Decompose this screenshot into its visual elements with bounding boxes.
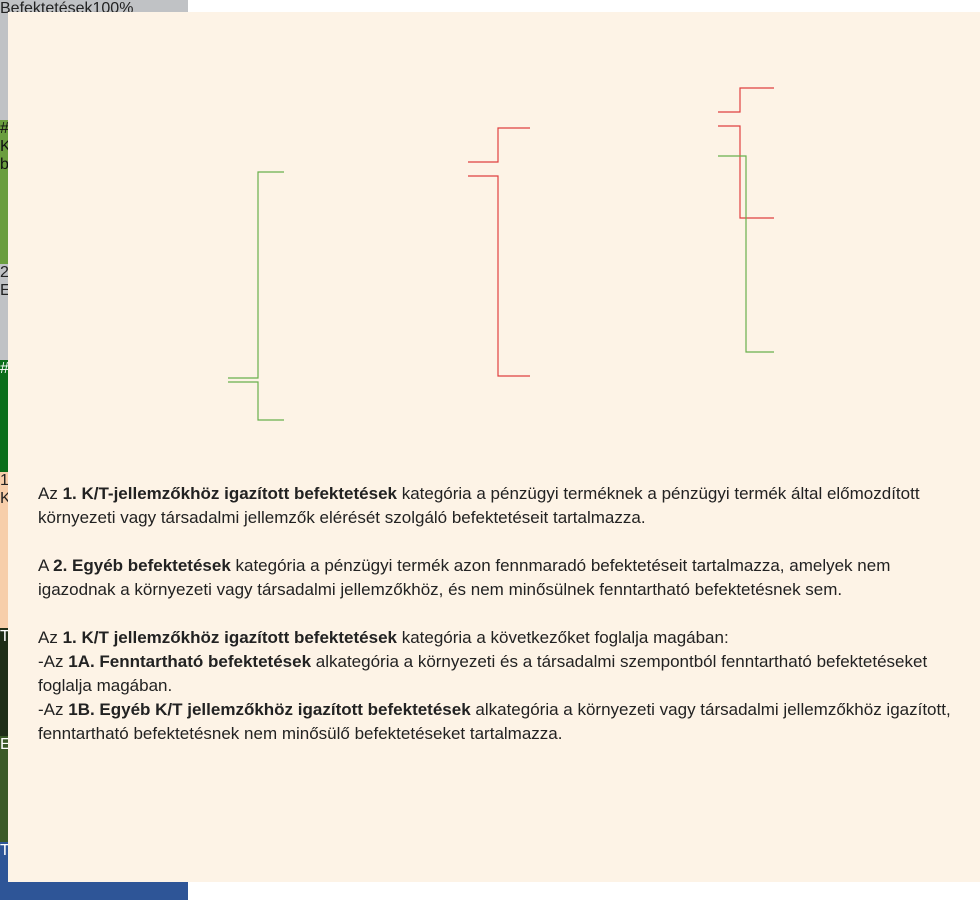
bullet: - (38, 652, 44, 671)
text: kategória a következőket foglalja magába… (396, 628, 729, 647)
panel (8, 12, 980, 882)
bold-text: 1B. Egyéb K/T jellemzőkhöz igazított bef… (68, 700, 471, 719)
connector (718, 155, 774, 353)
text: alkategória a környezeti vagy társadalmi… (38, 700, 951, 743)
connectors (228, 87, 774, 421)
list-item: -Az 1B. Egyéb K/T jellemzőkhöz igazított… (38, 698, 963, 746)
connector (718, 125, 774, 219)
connector (468, 175, 530, 377)
connector (468, 127, 530, 163)
connector (718, 87, 774, 113)
bold-text: 1A. Fenntartható befektetések (68, 652, 312, 671)
text: A (38, 556, 54, 575)
text: alkategória a környezeti és a társadalmi… (38, 652, 928, 695)
list-item: -Az 1A. Fenntartható befektetések alkate… (38, 650, 963, 698)
text: Az (38, 484, 63, 503)
bold-text: 1. K/T-jellemzőkhöz igazított befektetés… (62, 484, 397, 503)
item-text: Az 1A. Fenntartható befektetések alkateg… (38, 652, 927, 695)
text: Az (43, 700, 69, 719)
bold-text: 1. K/T jellemzőkhöz igazított befektetés… (62, 628, 397, 647)
connector (228, 381, 284, 421)
text: kategória a pénzügyi terméknek a pénzügy… (38, 484, 920, 527)
description: Az 1. K/T-jellemzőkhöz igazított befekte… (38, 482, 963, 746)
paragraph: Az 1. K/T-jellemzőkhöz igazított befekte… (38, 482, 963, 530)
bold-text: 2. Egyéb befektetések (53, 556, 231, 575)
bullet: - (38, 700, 44, 719)
text: Az (38, 628, 63, 647)
paragraph: A 2. Egyéb befektetések kategória a pénz… (38, 554, 963, 602)
text: kategória a pénzügyi termék azon fennmar… (38, 556, 891, 599)
connector (228, 171, 284, 379)
paragraph: Az 1. K/T jellemzőkhöz igazított befekte… (38, 626, 963, 650)
item-text: Az 1B. Egyéb K/T jellemzőkhöz igazított … (38, 700, 951, 743)
text: Az (43, 652, 69, 671)
